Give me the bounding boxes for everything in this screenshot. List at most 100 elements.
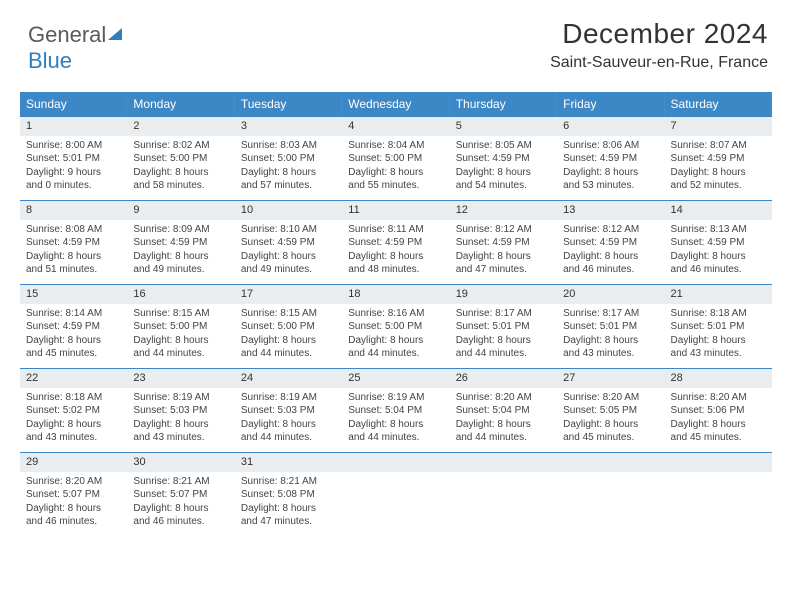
day-details: Sunrise: 8:06 AMSunset: 4:59 PMDaylight:… bbox=[557, 136, 664, 199]
sunset-text: Sunset: 5:01 PM bbox=[456, 320, 551, 334]
sunrise-text: Sunrise: 8:08 AM bbox=[26, 223, 121, 237]
brand-logo: General Blue bbox=[28, 22, 122, 74]
daylight-line1: Daylight: 8 hours bbox=[456, 250, 551, 264]
sunrise-text: Sunrise: 8:00 AM bbox=[26, 139, 121, 153]
calendar-cell: 30Sunrise: 8:21 AMSunset: 5:07 PMDayligh… bbox=[127, 452, 234, 536]
calendar-cell: 25Sunrise: 8:19 AMSunset: 5:04 PMDayligh… bbox=[342, 368, 449, 452]
day-details: Sunrise: 8:03 AMSunset: 5:00 PMDaylight:… bbox=[235, 136, 342, 199]
sunrise-text: Sunrise: 8:03 AM bbox=[241, 139, 336, 153]
day-details: Sunrise: 8:13 AMSunset: 4:59 PMDaylight:… bbox=[665, 220, 772, 283]
sunset-text: Sunset: 5:02 PM bbox=[26, 404, 121, 418]
sunrise-text: Sunrise: 8:06 AM bbox=[563, 139, 658, 153]
daylight-line1: Daylight: 8 hours bbox=[348, 334, 443, 348]
sunset-text: Sunset: 5:00 PM bbox=[241, 320, 336, 334]
day-details: Sunrise: 8:21 AMSunset: 5:08 PMDaylight:… bbox=[235, 472, 342, 535]
daylight-line1: Daylight: 8 hours bbox=[241, 334, 336, 348]
day-number: 8 bbox=[20, 200, 127, 220]
day-details: Sunrise: 8:11 AMSunset: 4:59 PMDaylight:… bbox=[342, 220, 449, 283]
calendar-cell: 16Sunrise: 8:15 AMSunset: 5:00 PMDayligh… bbox=[127, 284, 234, 368]
daylight-line1: Daylight: 8 hours bbox=[456, 166, 551, 180]
daylight-line2: and 44 minutes. bbox=[456, 431, 551, 445]
day-details: Sunrise: 8:15 AMSunset: 5:00 PMDaylight:… bbox=[235, 304, 342, 367]
daylight-line2: and 45 minutes. bbox=[671, 431, 766, 445]
daylight-line1: Daylight: 8 hours bbox=[348, 418, 443, 432]
sunset-text: Sunset: 4:59 PM bbox=[456, 152, 551, 166]
sunrise-text: Sunrise: 8:04 AM bbox=[348, 139, 443, 153]
day-details: Sunrise: 8:20 AMSunset: 5:04 PMDaylight:… bbox=[450, 388, 557, 451]
sunset-text: Sunset: 4:59 PM bbox=[26, 320, 121, 334]
daylight-line1: Daylight: 8 hours bbox=[563, 166, 658, 180]
weekday-heading: Monday bbox=[127, 92, 234, 116]
day-number: 20 bbox=[557, 284, 664, 304]
day-details: Sunrise: 8:04 AMSunset: 5:00 PMDaylight:… bbox=[342, 136, 449, 199]
sunrise-text: Sunrise: 8:05 AM bbox=[456, 139, 551, 153]
day-details: Sunrise: 8:18 AMSunset: 5:01 PMDaylight:… bbox=[665, 304, 772, 367]
sunset-text: Sunset: 5:08 PM bbox=[241, 488, 336, 502]
page-header: December 2024 Saint-Sauveur-en-Rue, Fran… bbox=[550, 18, 768, 72]
day-number: 14 bbox=[665, 200, 772, 220]
day-details: Sunrise: 8:19 AMSunset: 5:04 PMDaylight:… bbox=[342, 388, 449, 451]
calendar-row: 8Sunrise: 8:08 AMSunset: 4:59 PMDaylight… bbox=[20, 200, 772, 284]
daylight-line2: and 44 minutes. bbox=[456, 347, 551, 361]
daylight-line2: and 44 minutes. bbox=[241, 347, 336, 361]
sunrise-text: Sunrise: 8:17 AM bbox=[563, 307, 658, 321]
day-details: Sunrise: 8:17 AMSunset: 5:01 PMDaylight:… bbox=[450, 304, 557, 367]
day-number: 29 bbox=[20, 452, 127, 472]
calendar-cell: 14Sunrise: 8:13 AMSunset: 4:59 PMDayligh… bbox=[665, 200, 772, 284]
sunset-text: Sunset: 4:59 PM bbox=[671, 152, 766, 166]
sunset-text: Sunset: 5:01 PM bbox=[26, 152, 121, 166]
sunset-text: Sunset: 4:59 PM bbox=[563, 236, 658, 250]
daylight-line2: and 53 minutes. bbox=[563, 179, 658, 193]
daylight-line2: and 44 minutes. bbox=[133, 347, 228, 361]
day-details: Sunrise: 8:21 AMSunset: 5:07 PMDaylight:… bbox=[127, 472, 234, 535]
logo-part2: Blue bbox=[28, 48, 72, 73]
calendar-cell: 19Sunrise: 8:17 AMSunset: 5:01 PMDayligh… bbox=[450, 284, 557, 368]
daylight-line1: Daylight: 8 hours bbox=[26, 250, 121, 264]
sunrise-text: Sunrise: 8:15 AM bbox=[241, 307, 336, 321]
daylight-line1: Daylight: 8 hours bbox=[348, 250, 443, 264]
calendar-row: 15Sunrise: 8:14 AMSunset: 4:59 PMDayligh… bbox=[20, 284, 772, 368]
daylight-line2: and 52 minutes. bbox=[671, 179, 766, 193]
daylight-line2: and 43 minutes. bbox=[133, 431, 228, 445]
logo-triangle-icon bbox=[108, 28, 122, 40]
day-number: 15 bbox=[20, 284, 127, 304]
daylight-line2: and 46 minutes. bbox=[26, 515, 121, 529]
sunrise-text: Sunrise: 8:07 AM bbox=[671, 139, 766, 153]
day-number: 28 bbox=[665, 368, 772, 388]
daylight-line1: Daylight: 8 hours bbox=[133, 418, 228, 432]
day-number: 16 bbox=[127, 284, 234, 304]
daylight-line2: and 46 minutes. bbox=[671, 263, 766, 277]
daylight-line2: and 55 minutes. bbox=[348, 179, 443, 193]
day-number: 13 bbox=[557, 200, 664, 220]
day-number bbox=[342, 452, 449, 472]
daylight-line1: Daylight: 8 hours bbox=[26, 334, 121, 348]
daylight-line2: and 44 minutes. bbox=[348, 347, 443, 361]
sunrise-text: Sunrise: 8:19 AM bbox=[133, 391, 228, 405]
day-number: 1 bbox=[20, 116, 127, 136]
daylight-line1: Daylight: 8 hours bbox=[348, 166, 443, 180]
sunset-text: Sunset: 4:59 PM bbox=[348, 236, 443, 250]
sunset-text: Sunset: 5:00 PM bbox=[348, 320, 443, 334]
daylight-line2: and 46 minutes. bbox=[133, 515, 228, 529]
daylight-line2: and 0 minutes. bbox=[26, 179, 121, 193]
daylight-line2: and 49 minutes. bbox=[241, 263, 336, 277]
sunrise-text: Sunrise: 8:15 AM bbox=[133, 307, 228, 321]
day-number: 30 bbox=[127, 452, 234, 472]
day-number: 12 bbox=[450, 200, 557, 220]
daylight-line2: and 51 minutes. bbox=[26, 263, 121, 277]
daylight-line1: Daylight: 8 hours bbox=[241, 418, 336, 432]
day-number: 18 bbox=[342, 284, 449, 304]
sunrise-text: Sunrise: 8:20 AM bbox=[563, 391, 658, 405]
daylight-line2: and 49 minutes. bbox=[133, 263, 228, 277]
day-number: 31 bbox=[235, 452, 342, 472]
day-number: 24 bbox=[235, 368, 342, 388]
weekday-heading: Saturday bbox=[665, 92, 772, 116]
sunset-text: Sunset: 5:04 PM bbox=[348, 404, 443, 418]
daylight-line2: and 43 minutes. bbox=[26, 431, 121, 445]
day-details: Sunrise: 8:14 AMSunset: 4:59 PMDaylight:… bbox=[20, 304, 127, 367]
day-details: Sunrise: 8:12 AMSunset: 4:59 PMDaylight:… bbox=[450, 220, 557, 283]
sunset-text: Sunset: 5:01 PM bbox=[563, 320, 658, 334]
day-number: 2 bbox=[127, 116, 234, 136]
sunrise-text: Sunrise: 8:11 AM bbox=[348, 223, 443, 237]
logo-part1: General bbox=[28, 22, 106, 47]
